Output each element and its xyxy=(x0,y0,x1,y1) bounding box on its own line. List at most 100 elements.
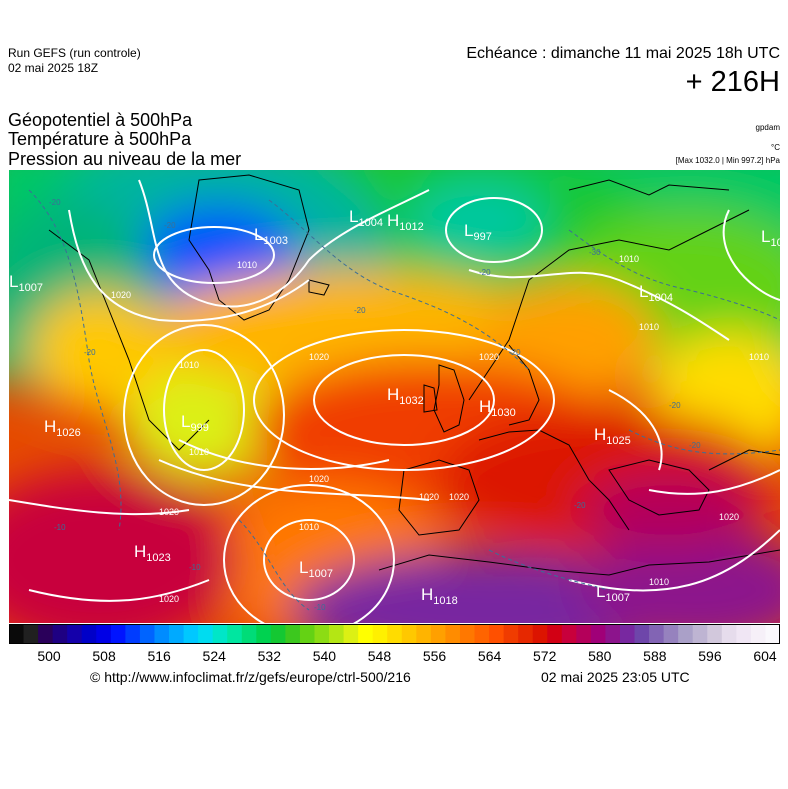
pressure-center-low: L1003 xyxy=(761,227,780,249)
temperature-label: -10 xyxy=(189,563,201,572)
pressure-center-high: H1030 xyxy=(479,397,516,419)
temperature-label: -20 xyxy=(49,198,61,207)
colorbar-cell xyxy=(590,624,607,644)
isobar-labels: 1010 1020 1010 1020 1020 1010 1020 1020 1020 1010… xyxy=(111,254,769,604)
pressure-center-low: L999 xyxy=(181,412,209,434)
colorbar-cell xyxy=(430,624,447,644)
geopotential-field xyxy=(9,170,780,623)
colorbar-cell xyxy=(67,624,83,644)
colorbar-cell xyxy=(721,624,737,644)
temperature-label: -20 xyxy=(164,221,176,230)
pressure-center-high: H1026 xyxy=(44,417,81,439)
colorbar-tick-label: 588 xyxy=(643,648,667,664)
colorbar-cell xyxy=(169,624,185,644)
isobar-label: 1010 xyxy=(237,260,257,270)
colorbar-cell xyxy=(212,624,228,644)
colorbar-cell xyxy=(678,624,694,644)
colorbar-cell xyxy=(270,624,286,644)
colorbar-frame xyxy=(9,624,780,644)
pressure-center-low: L1007 xyxy=(299,558,333,580)
isobar-label: 1010 xyxy=(179,360,199,370)
pressure-center-low: L1003 xyxy=(254,225,288,247)
colorbar-cell xyxy=(314,624,330,644)
footer-generation-date: 02 mai 2025 23:05 UTC xyxy=(541,669,690,685)
colorbar-cell xyxy=(154,624,170,644)
colorbar-cell xyxy=(736,624,752,644)
colorbar-cell xyxy=(692,624,708,644)
temperature-label: -10 xyxy=(314,603,326,612)
colorbar-cell xyxy=(81,624,97,644)
colorbar-tick-label: 508 xyxy=(92,648,116,664)
temperature-label: -20 xyxy=(509,348,521,357)
isobar-label: 1020 xyxy=(419,492,439,502)
isobar-label: 1020 xyxy=(479,352,499,362)
isobar-label: 1020 xyxy=(159,507,179,517)
coastlines xyxy=(48,174,780,576)
pressure-center-high: H1018 xyxy=(421,585,458,607)
isobar-label: 1020 xyxy=(309,352,329,362)
colorbar-tick-label: 540 xyxy=(312,648,337,664)
colorbar-tick-label: 500 xyxy=(37,648,61,664)
parameter-geopotential: Géopotentiel à 500hPa xyxy=(8,110,193,130)
colorbar-cell xyxy=(750,624,767,644)
colorbar-cell xyxy=(416,624,432,644)
pressure-center-low: L1004 xyxy=(639,282,673,304)
isobar-label: 1010 xyxy=(639,322,659,332)
colorbar-tick-label: 564 xyxy=(477,648,502,664)
colorbar-cell xyxy=(125,624,141,644)
colorbar-tick-label: 580 xyxy=(588,648,612,664)
colorbar-cell xyxy=(9,624,25,644)
colorbar-tick-label: 516 xyxy=(147,648,171,664)
isobar-label: 1010 xyxy=(619,254,639,264)
colorbar-cell xyxy=(38,624,54,644)
isobar-label: 1010 xyxy=(649,577,669,587)
colorbar-cell xyxy=(96,624,112,644)
footer-source-url: © http://www.infoclimat.fr/z/gefs/europe… xyxy=(90,669,411,685)
isobar-label: 1020 xyxy=(309,474,329,484)
forecast-valid-time: Echéance : dimanche 11 mai 2025 18h UTC xyxy=(466,45,780,62)
colorbar-cell xyxy=(459,624,476,644)
colorbar-cell xyxy=(227,624,243,644)
temperature-labels: -20 -20 -20 -20 -20 -30 -20 -20 -20 -20 -10 -10 -10 xyxy=(49,198,701,612)
colorbar-tick-label: 572 xyxy=(533,648,557,664)
temperature-label: -20 xyxy=(574,501,586,510)
isobar-label: 1010 xyxy=(749,352,769,362)
temperature-label: -20 xyxy=(689,441,701,450)
colorbar-cell xyxy=(765,624,780,644)
colorbar-cell xyxy=(576,624,592,644)
colorbar-cell xyxy=(23,624,39,644)
temperature-label: -30 xyxy=(589,248,601,257)
colorbar-cell xyxy=(707,624,723,644)
colorbar-tick-label: 556 xyxy=(422,648,447,664)
colorbar-cell xyxy=(256,624,272,644)
colorbar-cell xyxy=(489,624,505,644)
colorbar-cell xyxy=(139,624,156,644)
temperature-label: -20 xyxy=(669,401,681,410)
isobars xyxy=(9,179,780,623)
colorbar-cell xyxy=(299,624,316,644)
colorbar-cell xyxy=(634,624,650,644)
colorbar-cell xyxy=(518,624,534,644)
pressure-center-low: L1007 xyxy=(9,272,43,294)
colorbar-cell xyxy=(649,624,665,644)
unit-geopotential: gpdam xyxy=(755,123,780,132)
colorbar-cell xyxy=(358,624,374,644)
isobar-label: 1010 xyxy=(189,447,209,457)
colorbar-cell xyxy=(110,624,126,644)
colorbar-tick-label: 596 xyxy=(698,648,722,664)
isobar-label: 1020 xyxy=(449,492,469,502)
colorbar xyxy=(9,624,780,644)
isobar-label: 1020 xyxy=(719,512,739,522)
colorbar-cell xyxy=(474,624,490,644)
colorbar-cell xyxy=(343,624,359,644)
run-title: Run GEFS (run controle) xyxy=(8,46,141,60)
pressure-center-high: H1032 xyxy=(387,385,424,407)
isobar-label: 1020 xyxy=(111,290,131,300)
weather-map: L1003L1004H1012L997L1007L1004L1003H1032H… xyxy=(9,170,780,623)
colorbar-cell xyxy=(503,624,519,644)
colorbar-cell xyxy=(605,624,621,644)
pressure-center-high: H1012 xyxy=(387,211,424,233)
colorbar-cell xyxy=(547,624,563,644)
unit-temperature: °C xyxy=(771,143,780,152)
colorbar-cell xyxy=(532,624,548,644)
